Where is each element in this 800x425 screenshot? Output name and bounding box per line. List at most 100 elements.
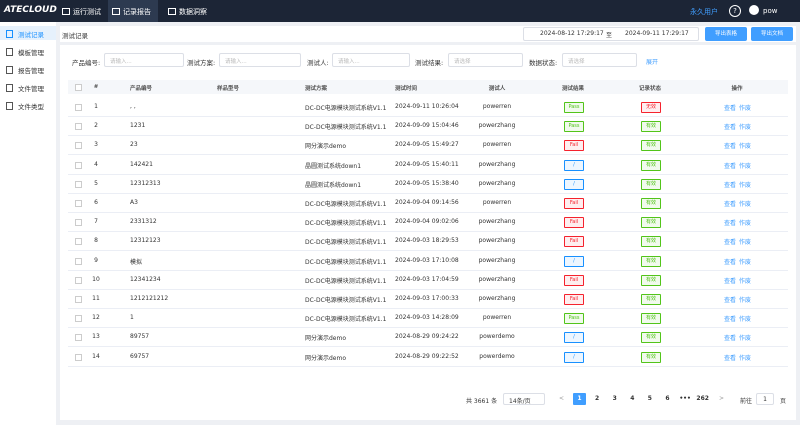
column-header: # [93, 84, 99, 90]
checkbox[interactable] [75, 84, 82, 91]
checkbox[interactable] [75, 123, 82, 131]
row-action[interactable]: 查看 [724, 354, 737, 362]
page-size[interactable]: 14条/页 [509, 398, 531, 405]
checkbox[interactable] [75, 353, 82, 361]
row-action[interactable]: 查看 [724, 201, 737, 208]
help-icon[interactable]: ? [729, 5, 741, 17]
page-number[interactable]: 6 [665, 395, 670, 402]
export-button[interactable]: 导出文档 [751, 27, 793, 41]
table-cell: 2024-09-04 09:02:06 [395, 218, 459, 226]
sidebar-item[interactable]: 文件类型 [18, 103, 44, 111]
table-cell: 2024-09-03 17:10:08 [395, 256, 459, 264]
row-action[interactable]: 作废 [739, 258, 752, 266]
row-action[interactable]: 作废 [739, 181, 752, 189]
table-cell: powerzhang [478, 275, 516, 283]
row-action[interactable]: 查看 [724, 162, 737, 170]
row-action[interactable]: 查看 [724, 297, 737, 304]
checkbox[interactable] [75, 276, 82, 284]
date-end[interactable]: 2024-09-11 17:29:17 [625, 30, 689, 37]
checkbox[interactable] [75, 296, 82, 303]
nav-tab[interactable]: 记录报告 [123, 8, 151, 16]
nav-tab[interactable]: 数据洞察 [179, 8, 207, 16]
expand-link[interactable]: 展开 [646, 59, 659, 66]
result-tag: Fail [564, 236, 584, 248]
table-cell: 13 [92, 333, 100, 341]
table-cell: 89757 [130, 333, 150, 341]
checkbox[interactable] [75, 104, 82, 111]
goto-input[interactable] [756, 393, 774, 405]
sidebar-item[interactable]: 报告管理 [18, 67, 44, 75]
date-start[interactable]: 2024-08-12 17:29:17 [540, 30, 604, 37]
row-action[interactable]: 作废 [739, 316, 752, 324]
next-page[interactable]: > [719, 395, 725, 402]
result-tag: Pass [564, 313, 584, 325]
row-action[interactable]: 查看 [724, 277, 737, 285]
page-number[interactable]: ••• [679, 395, 691, 402]
checkbox[interactable] [75, 219, 82, 227]
page-size-select[interactable] [503, 393, 545, 405]
goto-value[interactable]: 1 [763, 396, 767, 403]
page-number[interactable]: 5 [647, 395, 652, 402]
table-cell: 晶圆测试系统down1 [305, 181, 362, 189]
sidebar-item[interactable]: 文件管理 [18, 85, 44, 93]
row-action[interactable]: 作废 [739, 277, 752, 285]
page-number[interactable]: 1 [573, 393, 586, 405]
checkbox[interactable] [75, 142, 82, 150]
filter-input[interactable] [219, 53, 301, 67]
row-action[interactable]: 查看 [724, 143, 737, 151]
row-action[interactable]: 查看 [724, 258, 737, 266]
status-tag: 有效 [641, 217, 661, 229]
checkbox[interactable] [75, 238, 82, 246]
sidebar-item[interactable]: 模板管理 [18, 49, 44, 57]
page-number[interactable]: 4 [630, 395, 635, 402]
row-divider [68, 308, 788, 309]
checkbox[interactable] [75, 257, 82, 265]
checkbox[interactable] [75, 200, 82, 207]
table-cell: 2024-09-03 14:28:09 [395, 314, 459, 322]
page-number[interactable]: 262 [696, 395, 709, 402]
checkbox[interactable] [75, 315, 82, 323]
user-name[interactable]: pow [763, 7, 778, 15]
prev-page[interactable]: < [559, 395, 565, 402]
avatar[interactable] [749, 5, 759, 15]
row-action[interactable]: 作废 [739, 354, 752, 362]
row-divider [68, 173, 788, 175]
result-tag: / [564, 178, 584, 190]
row-divider [68, 346, 788, 348]
table-cell: 网分演示demo [305, 335, 347, 343]
row-action[interactable]: 作废 [739, 143, 752, 151]
row-action[interactable]: 作废 [739, 124, 752, 132]
row-action[interactable]: 作废 [739, 162, 752, 170]
checkbox[interactable] [75, 180, 82, 188]
page-number[interactable]: 3 [612, 395, 617, 402]
filter-input[interactable] [448, 53, 523, 67]
sidebar-item[interactable]: 测试记录 [18, 31, 44, 39]
checkbox[interactable] [75, 161, 82, 169]
row-action[interactable]: 查看 [724, 124, 737, 132]
page-number[interactable]: 2 [595, 395, 600, 402]
filter-placeholder: 请选择 [568, 59, 585, 65]
row-action[interactable]: 作废 [739, 297, 752, 304]
row-action[interactable]: 作废 [739, 201, 752, 208]
row-action[interactable]: 查看 [724, 105, 737, 112]
filter-input[interactable] [562, 53, 637, 67]
result-tag: / [564, 159, 584, 171]
row-action[interactable]: 作废 [739, 105, 752, 112]
filter-input[interactable] [104, 53, 184, 67]
filter-label: 产品编号: [72, 59, 101, 67]
export-button[interactable]: 导出表格 [705, 27, 747, 41]
user-type[interactable]: 永久用户 [690, 8, 718, 16]
filter-input[interactable] [332, 53, 410, 67]
row-action[interactable]: 查看 [724, 335, 737, 343]
row-action[interactable]: 作废 [739, 335, 752, 343]
row-action[interactable]: 查看 [724, 316, 737, 324]
status-tag: 有效 [641, 198, 661, 209]
checkbox[interactable] [75, 334, 82, 342]
date-range[interactable] [523, 27, 699, 41]
nav-tab[interactable]: 运行测试 [73, 8, 101, 16]
row-action[interactable]: 查看 [724, 181, 737, 189]
row-action[interactable]: 查看 [724, 220, 737, 228]
row-action[interactable]: 作废 [739, 239, 752, 247]
row-action[interactable]: 查看 [724, 239, 737, 247]
row-action[interactable]: 作废 [739, 220, 752, 228]
